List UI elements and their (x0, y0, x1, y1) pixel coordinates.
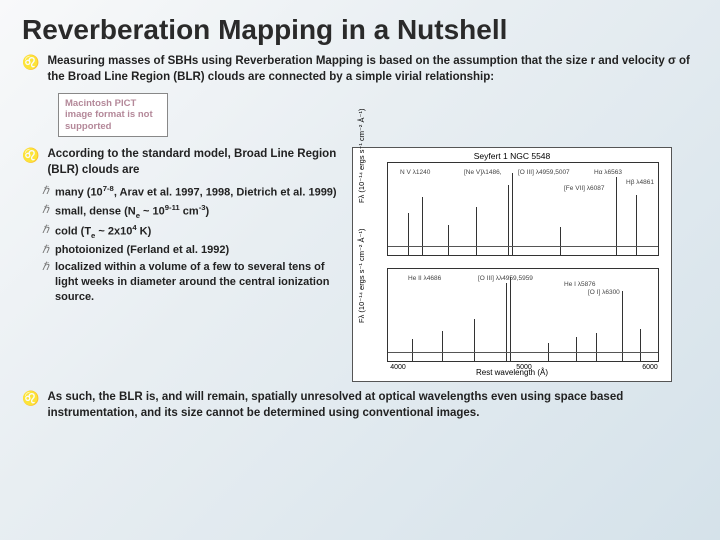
bullet-icon: ♌ (22, 148, 39, 165)
peak-label: He II λ4686 (408, 275, 441, 282)
bullet-1: ♌ Measuring masses of SBHs using Reverbe… (22, 54, 698, 85)
chart-panel-1: N V λ1240 [Ne V]λ1486, [O III] λ4959,5007 H… (387, 162, 659, 256)
peak-label: [O III] λλ4959,5959 (478, 275, 533, 282)
sub-icon: ℏ (42, 260, 49, 273)
spectrum-peak (576, 337, 577, 361)
spectrum-chart: Seyfert 1 NGC 5548 Fλ (10⁻¹⁴ ergs s⁻¹ cm… (352, 147, 672, 382)
sub-2-text: small, dense (Ne ~ 109-11 cm-3) (55, 203, 209, 221)
spectrum-peak (512, 173, 513, 255)
chart-yaxis-1: Fλ (10⁻¹⁴ ergs s⁻¹ cm⁻² Å⁻¹) (357, 109, 366, 203)
chart-panel-2: 4000 5000 6000 He II λ4686[O III] λλ4959… (387, 268, 659, 362)
spectrum-baseline (388, 352, 658, 353)
bullet-2: ♌ According to the standard model, Broad… (22, 147, 342, 178)
sub-3: ℏ cold (Te ~ 2x104 K) (42, 223, 342, 241)
sub-icon: ℏ (42, 243, 49, 256)
spectrum-peak (412, 339, 413, 361)
chart-xtick: 4000 (390, 364, 406, 371)
sub-1-text: many (107-8, Arav et al. 1997, 1998, Die… (55, 184, 337, 201)
spectrum-peak (622, 291, 623, 361)
spectrum-peak (596, 333, 597, 361)
spectrum-peak (640, 329, 641, 361)
bullet-3: ♌ As such, the BLR is, and will remain, … (22, 390, 698, 421)
mid-section: ♌ According to the standard model, Broad… (22, 147, 698, 382)
bullet-3-text: As such, the BLR is, and will remain, sp… (47, 390, 698, 421)
bullet-icon: ♌ (22, 55, 39, 72)
peak-label: [Fe VII] λ6087 (564, 185, 604, 192)
slide-container: Reverberation Mapping in a Nutshell ♌ Me… (0, 0, 720, 437)
sub-1: ℏ many (107-8, Arav et al. 1997, 1998, D… (42, 184, 342, 201)
peak-label: Hα λ6563 (594, 169, 622, 176)
peak-label: [Ne V]λ1486, (464, 169, 502, 176)
spectrum-peak (560, 227, 561, 255)
sub-icon: ℏ (42, 223, 49, 236)
mid-left: ♌ According to the standard model, Broad… (22, 147, 342, 382)
spectrum-peak (616, 177, 617, 255)
pict-placeholder: Macintosh PICT image format is not suppo… (58, 93, 168, 137)
peak-label: [O I] λ6300 (588, 289, 620, 296)
chart-xtick: 6000 (642, 364, 658, 371)
bullet-icon: ♌ (22, 391, 39, 408)
sub-3-text: cold (Te ~ 2x104 K) (55, 223, 151, 241)
spectrum-peak (506, 283, 507, 361)
sub-icon: ℏ (42, 184, 49, 197)
sub-icon: ℏ (42, 203, 49, 216)
peak-label: [O III] λ4959,5007 (518, 169, 570, 176)
spectrum-peak (510, 277, 511, 361)
sub-2: ℏ small, dense (Ne ~ 109-11 cm-3) (42, 203, 342, 221)
bullet-1-text: Measuring masses of SBHs using Reverbera… (47, 54, 698, 85)
spectrum-baseline (388, 246, 658, 247)
sub-4: ℏ photoionized (Ferland et al. 1992) (42, 243, 342, 258)
sub-5: ℏ localized within a volume of a few to … (42, 260, 342, 305)
mid-right: Seyfert 1 NGC 5548 Fλ (10⁻¹⁴ ergs s⁻¹ cm… (352, 147, 698, 382)
sub-4-text: photoionized (Ferland et al. 1992) (55, 243, 229, 258)
spectrum-peak (408, 213, 409, 255)
chart-title: Seyfert 1 NGC 5548 (474, 151, 551, 161)
spectrum-peak (442, 331, 443, 361)
peak-label: N V λ1240 (400, 169, 430, 176)
bullet-2-text: According to the standard model, Broad L… (47, 147, 342, 178)
spectrum-peak (508, 185, 509, 255)
spectrum-peak (474, 319, 475, 361)
chart-xaxis: Rest wavelength (Å) (476, 368, 548, 377)
peak-label: He I λ5876 (564, 281, 595, 288)
slide-title: Reverberation Mapping in a Nutshell (22, 14, 698, 46)
sub-5-text: localized within a volume of a few to se… (55, 260, 342, 305)
chart-yaxis-2: Fλ (10⁻¹⁴ ergs s⁻¹ cm⁻² Å⁻¹) (357, 229, 366, 323)
peak-label: Hβ λ4861 (626, 179, 654, 186)
spectrum-peak (448, 225, 449, 255)
spectrum-peak (476, 207, 477, 255)
